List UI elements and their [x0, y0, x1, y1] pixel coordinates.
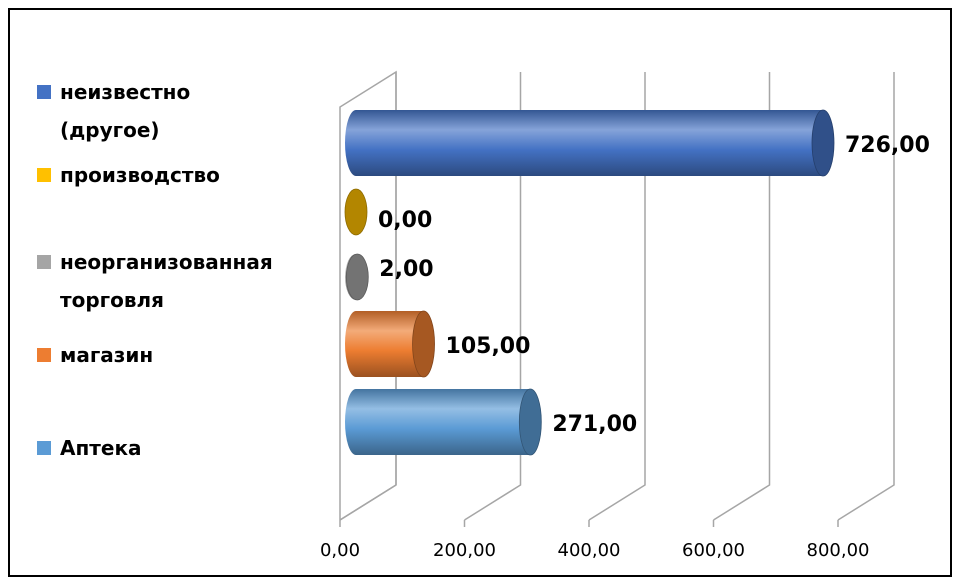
data-label: 2,00	[379, 257, 433, 282]
bar-0	[345, 388, 542, 456]
legend-entry-0: неизвестно (другое)	[37, 80, 190, 142]
legend-swatch	[37, 85, 51, 99]
bar-4	[345, 109, 835, 177]
legend-swatch	[37, 348, 51, 362]
legend-entry-1: производство	[37, 163, 220, 187]
gridline	[713, 72, 771, 521]
chart-frame	[8, 8, 952, 577]
data-label: 726,00	[845, 133, 930, 158]
legend-label: магазин	[60, 343, 153, 367]
bar-start-cap	[345, 110, 367, 176]
x-axis-ticks: 0,00 200,00 400,00 600,00 800,00	[320, 520, 870, 561]
legend-label: (другое)	[60, 118, 160, 142]
bar-end-cap	[811, 109, 835, 177]
gridline	[837, 72, 895, 521]
bar-body	[356, 389, 531, 455]
legend-swatch	[37, 255, 51, 269]
legend-entry-2: неорганизованная торговля	[37, 250, 273, 312]
bars	[344, 109, 835, 456]
x-tick-label: 400,00	[558, 540, 621, 561]
bar-end-cap	[518, 388, 542, 456]
bar-start-cap	[345, 311, 367, 377]
bar-2	[345, 253, 369, 301]
legend-label: неизвестно	[60, 80, 190, 104]
x-tick-label: 200,00	[433, 540, 496, 561]
bar-end-cap	[345, 253, 369, 301]
bar-body	[356, 311, 424, 377]
x-tick-label: 800,00	[807, 540, 870, 561]
legend-label: неорганизованная	[60, 250, 273, 274]
bar-3	[344, 188, 368, 236]
x-tick-label: 0,00	[320, 540, 360, 561]
bar-end-cap	[412, 310, 435, 378]
x-tick-label: 600,00	[682, 540, 745, 561]
legend: неизвестно (другое) производство неорганизо…	[37, 80, 273, 460]
data-label: 105,00	[446, 334, 531, 359]
gridline	[339, 72, 397, 521]
legend-swatch	[37, 441, 51, 455]
legend-label: Аптека	[60, 436, 142, 460]
bar-1	[345, 310, 435, 378]
gridlines	[339, 72, 895, 521]
bar-end-cap	[344, 188, 368, 236]
data-label: 0,00	[378, 208, 432, 233]
data-labels: 271,00 105,00 2,00 0,00 726,00	[378, 133, 930, 437]
bar-body	[356, 110, 823, 176]
data-label: 271,00	[552, 412, 637, 437]
legend-entry-4: Аптека	[37, 436, 142, 460]
legend-entry-3: магазин	[37, 343, 153, 367]
bar-start-cap	[345, 389, 367, 455]
gridline	[588, 72, 646, 521]
legend-label: торговля	[60, 288, 164, 312]
legend-label: производство	[60, 163, 220, 187]
gridline	[464, 72, 522, 521]
legend-swatch	[37, 168, 51, 182]
